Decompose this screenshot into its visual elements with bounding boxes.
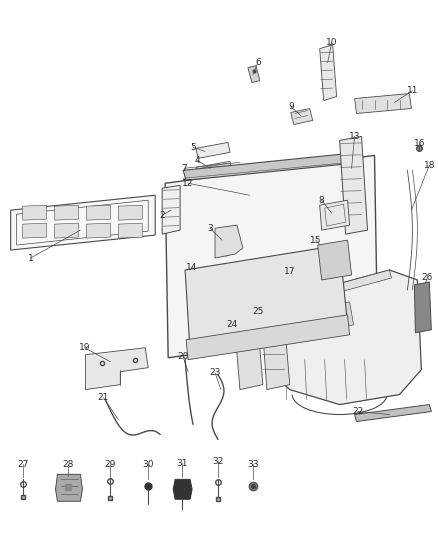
Text: 2: 2 — [159, 211, 165, 220]
Text: 14: 14 — [187, 263, 198, 272]
Polygon shape — [291, 109, 313, 124]
Polygon shape — [186, 315, 350, 360]
Text: 13: 13 — [349, 132, 360, 141]
Text: 7: 7 — [181, 164, 187, 173]
Text: 4: 4 — [194, 156, 200, 165]
Polygon shape — [295, 302, 353, 338]
Polygon shape — [23, 205, 46, 220]
Text: 3: 3 — [207, 224, 213, 232]
Polygon shape — [262, 315, 290, 390]
Polygon shape — [118, 223, 142, 238]
Text: 25: 25 — [252, 308, 264, 317]
Polygon shape — [183, 154, 353, 180]
Polygon shape — [173, 479, 192, 499]
Text: 10: 10 — [326, 38, 337, 47]
Polygon shape — [265, 270, 421, 405]
Text: 23: 23 — [209, 368, 221, 377]
Polygon shape — [11, 195, 155, 250]
Text: 19: 19 — [79, 343, 90, 352]
Text: 27: 27 — [17, 460, 28, 469]
Text: 26: 26 — [422, 273, 433, 282]
Polygon shape — [118, 205, 142, 220]
Text: 31: 31 — [177, 459, 188, 468]
Polygon shape — [215, 225, 243, 258]
Polygon shape — [165, 155, 378, 358]
Text: 30: 30 — [142, 460, 154, 469]
Text: 18: 18 — [424, 161, 435, 170]
Text: 29: 29 — [105, 460, 116, 469]
Polygon shape — [54, 205, 78, 220]
Polygon shape — [280, 270, 392, 308]
Polygon shape — [86, 223, 110, 238]
Polygon shape — [185, 245, 348, 352]
Polygon shape — [23, 223, 46, 238]
Polygon shape — [162, 185, 180, 234]
Text: 22: 22 — [352, 407, 363, 416]
Polygon shape — [320, 45, 337, 101]
Polygon shape — [235, 325, 263, 390]
Polygon shape — [196, 161, 232, 176]
Polygon shape — [355, 94, 411, 114]
Polygon shape — [414, 282, 431, 333]
Text: 32: 32 — [212, 457, 224, 466]
Text: 9: 9 — [288, 102, 293, 111]
Text: 16: 16 — [413, 139, 425, 148]
Polygon shape — [86, 205, 110, 220]
Polygon shape — [85, 348, 148, 390]
Text: 11: 11 — [406, 86, 418, 95]
Polygon shape — [196, 142, 230, 158]
Text: 28: 28 — [63, 460, 74, 469]
Polygon shape — [56, 474, 82, 501]
Text: 6: 6 — [255, 58, 261, 67]
Text: 24: 24 — [226, 320, 237, 329]
Text: 8: 8 — [319, 196, 325, 205]
Text: 12: 12 — [182, 179, 194, 188]
Polygon shape — [54, 223, 78, 238]
Polygon shape — [339, 136, 367, 234]
Polygon shape — [248, 66, 260, 83]
Text: 21: 21 — [98, 393, 109, 402]
Text: 17: 17 — [284, 268, 296, 277]
Polygon shape — [355, 405, 431, 422]
Text: 33: 33 — [247, 460, 259, 469]
Polygon shape — [320, 200, 350, 230]
Text: 15: 15 — [310, 236, 321, 245]
Polygon shape — [318, 240, 352, 280]
Text: 5: 5 — [190, 143, 196, 152]
Text: 20: 20 — [177, 352, 189, 361]
Text: 1: 1 — [28, 254, 33, 263]
